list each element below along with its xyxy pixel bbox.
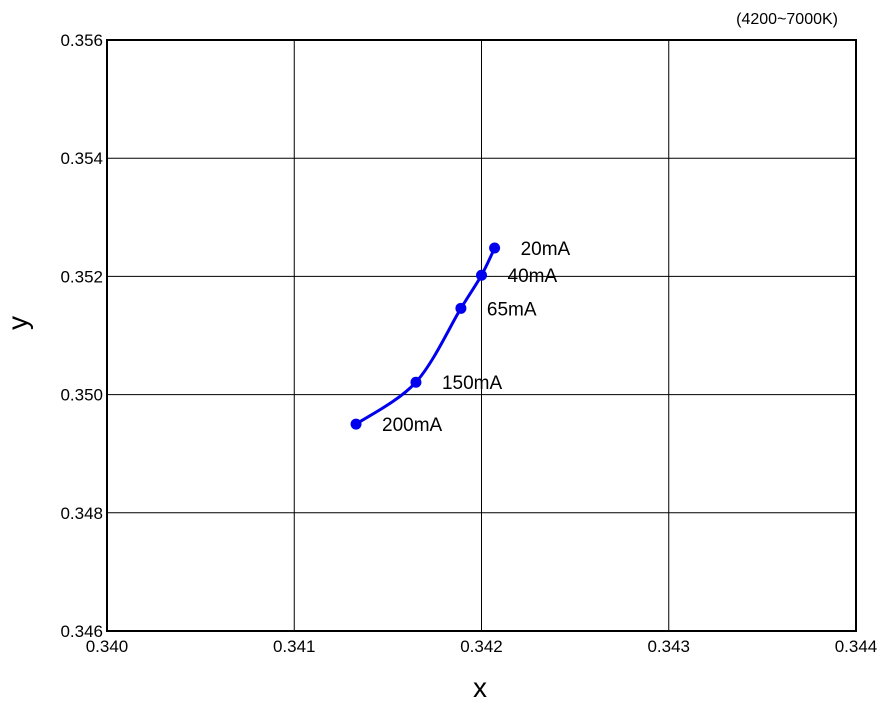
data-label: 40mA xyxy=(508,266,558,287)
x-tick-label: 0.341 xyxy=(273,637,316,656)
data-point xyxy=(350,418,362,430)
data-point xyxy=(410,376,422,388)
y-tick-label: 0.348 xyxy=(60,504,103,523)
x-tick-label: 0.340 xyxy=(86,637,129,656)
y-axis-label: y xyxy=(2,316,33,330)
data-label: 200mA xyxy=(382,415,443,436)
x-tick-label: 0.344 xyxy=(835,637,878,656)
x-tick-label: 0.342 xyxy=(460,637,503,656)
chart-note: (4200~7000K) xyxy=(736,11,838,28)
data-point xyxy=(476,269,487,281)
y-tick-label: 0.346 xyxy=(60,622,103,641)
tick-labels: 0.340 0.341 0.342 0.343 0.344 0.346 0.348 0.350… xyxy=(60,31,877,656)
plot-frame xyxy=(106,39,857,632)
x-tick-label: 0.343 xyxy=(647,637,690,656)
data-label: 150mA xyxy=(442,373,503,394)
data-point xyxy=(489,242,501,254)
data-label: 20mA xyxy=(521,239,571,260)
data-point xyxy=(455,302,467,314)
y-tick-label: 0.356 xyxy=(60,31,103,50)
series: 20mA 40mA 65mA 150mA 200mA xyxy=(350,239,571,436)
x-axis-label: x xyxy=(473,672,487,703)
y-tick-label: 0.350 xyxy=(60,386,103,405)
y-tick-label: 0.354 xyxy=(60,149,103,168)
data-label: 65mA xyxy=(487,299,537,320)
y-tick-label: 0.352 xyxy=(60,267,103,286)
